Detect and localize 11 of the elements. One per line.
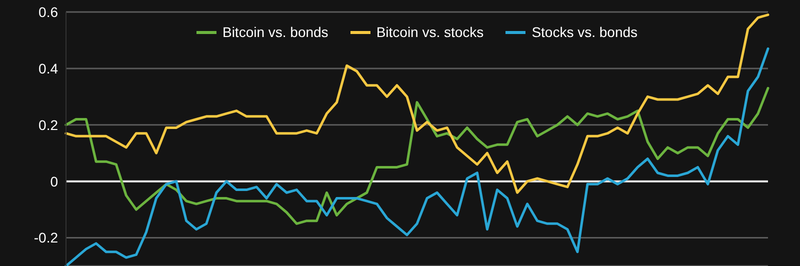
y-tick-label: 0.2 xyxy=(38,116,58,133)
line-series xyxy=(64,14,770,194)
y-tick-label: 0.4 xyxy=(38,60,58,76)
y-tick-label: 0 xyxy=(50,173,58,190)
line-series xyxy=(64,47,770,266)
legend-label: Bitcoin vs. stocks xyxy=(376,24,484,40)
y-tick-label: 0.6 xyxy=(38,4,58,20)
y-tick-label: -0.2 xyxy=(34,230,58,246)
legend-label: Stocks vs. bonds xyxy=(532,24,638,40)
legend-label: Bitcoin vs. bonds xyxy=(222,24,328,40)
line-series xyxy=(64,86,770,225)
